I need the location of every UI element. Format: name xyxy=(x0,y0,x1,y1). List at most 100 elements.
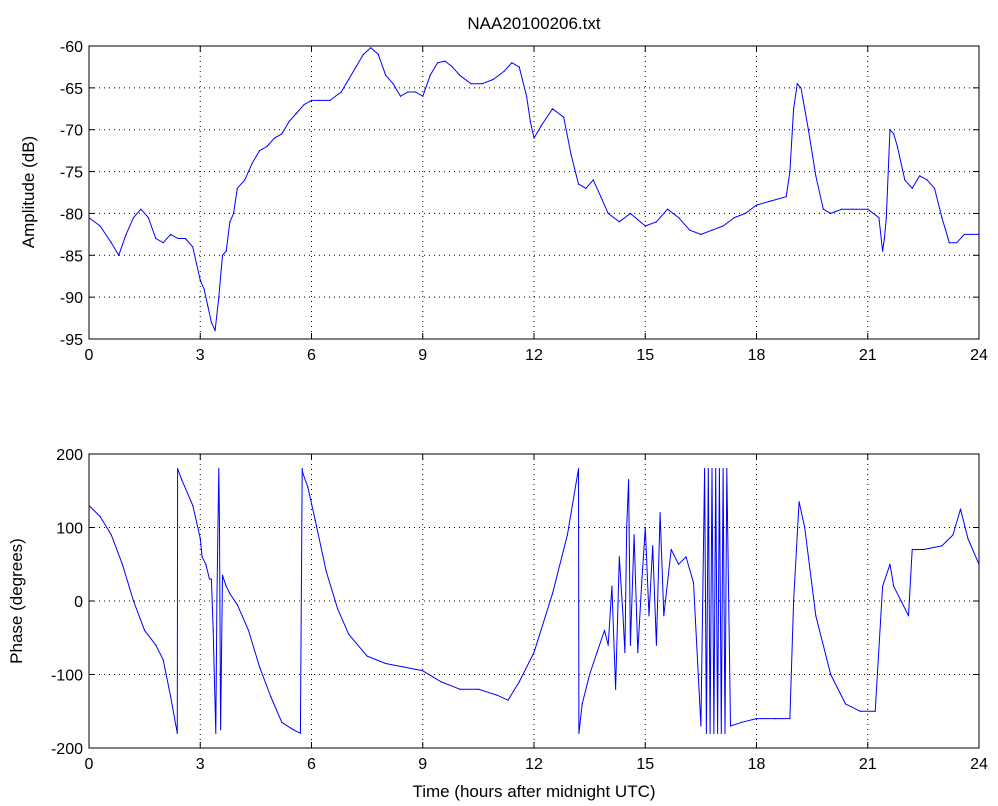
data-point xyxy=(959,508,962,510)
x-tick-label: 3 xyxy=(196,756,205,773)
data-point xyxy=(956,242,958,244)
data-point xyxy=(459,688,461,690)
data-point xyxy=(503,70,505,72)
data-point xyxy=(216,600,218,602)
data-point xyxy=(399,95,402,97)
x-tick-label: 0 xyxy=(85,347,94,364)
data-point xyxy=(540,124,543,127)
data-point xyxy=(199,537,201,540)
data-point xyxy=(244,179,246,181)
data-point xyxy=(978,233,980,235)
y-tick-label: -60 xyxy=(60,39,83,56)
data-point xyxy=(900,600,902,602)
data-point xyxy=(622,615,624,617)
data-point xyxy=(225,585,227,587)
data-point xyxy=(644,225,646,227)
data-point xyxy=(210,321,212,323)
data-point xyxy=(511,62,513,64)
x-tick-label: 6 xyxy=(307,756,316,773)
data-point xyxy=(952,534,954,536)
data-point xyxy=(885,217,887,219)
data-point xyxy=(440,681,442,683)
data-point xyxy=(407,91,409,93)
data-point xyxy=(911,187,913,189)
data-points xyxy=(88,468,980,734)
data-point xyxy=(177,468,179,470)
data-point xyxy=(296,112,298,114)
data-point xyxy=(624,651,626,654)
data-point xyxy=(893,133,895,135)
data-point xyxy=(724,732,726,734)
data-point xyxy=(648,615,650,617)
data-point xyxy=(815,615,817,617)
data-point xyxy=(967,537,969,540)
data-point xyxy=(110,534,112,536)
grid xyxy=(89,46,979,339)
data-point xyxy=(144,629,146,632)
data-point xyxy=(181,479,183,481)
data-point xyxy=(236,187,238,189)
x-tick-label: 15 xyxy=(636,756,654,773)
data-point xyxy=(644,526,646,529)
data-point xyxy=(603,629,606,632)
data-point xyxy=(941,545,943,547)
data-point xyxy=(533,651,535,654)
data-point xyxy=(804,526,806,529)
data-point xyxy=(385,662,387,665)
data-point xyxy=(815,175,817,177)
data-point xyxy=(926,179,928,181)
data-point xyxy=(259,150,261,152)
data-point xyxy=(704,468,706,470)
y-tick-label: 100 xyxy=(56,521,83,538)
data-point xyxy=(615,688,617,690)
data-point xyxy=(882,250,884,252)
data-point xyxy=(577,183,580,185)
data-point xyxy=(192,504,194,507)
data-point xyxy=(633,534,635,536)
data-point xyxy=(392,83,394,85)
data-point xyxy=(793,600,795,602)
x-tick-label: 18 xyxy=(748,756,766,773)
data-point xyxy=(529,120,531,122)
data-point xyxy=(807,129,810,131)
data-point xyxy=(789,718,791,720)
data-point xyxy=(670,548,672,551)
data-point xyxy=(377,53,379,56)
data-point xyxy=(941,217,943,219)
phase-chart: Time (hours after midnight UTC) Phase (d… xyxy=(7,447,988,801)
data-point xyxy=(125,233,127,235)
data-point xyxy=(170,695,172,698)
chart-title: NAA20100206.txt xyxy=(467,14,601,33)
data-point xyxy=(637,651,639,654)
data-point xyxy=(678,217,680,219)
data-point xyxy=(132,217,135,219)
data-point xyxy=(581,703,583,705)
data-point xyxy=(785,196,787,198)
data-point xyxy=(176,732,178,734)
y-tick-label: -200 xyxy=(51,741,83,758)
data-point xyxy=(722,468,724,470)
data-point xyxy=(859,710,861,712)
data-point xyxy=(709,732,711,734)
data-point xyxy=(666,208,669,210)
x-tick-label: 9 xyxy=(418,347,427,364)
data-point xyxy=(162,242,164,244)
data-point xyxy=(292,729,294,731)
data-point xyxy=(288,120,290,122)
data-point xyxy=(566,534,569,536)
data-point xyxy=(640,585,643,587)
data-point xyxy=(214,330,216,332)
x-tick-label: 6 xyxy=(307,347,316,364)
y-tick-label: -70 xyxy=(60,123,83,140)
x-tick-label: 12 xyxy=(525,347,543,364)
data-point xyxy=(362,53,364,56)
data-point xyxy=(366,655,368,657)
data-point xyxy=(147,217,149,219)
data-point xyxy=(655,644,658,646)
amplitude-chart: NAA20100206.txt Amplitude (dB) 0 3 6 9 12 15 1… xyxy=(19,14,988,364)
data-point xyxy=(692,582,695,584)
data-point xyxy=(213,673,215,676)
data-point xyxy=(611,585,613,587)
ticks: 0 3 6 9 12 15 18 21 24 200 100 0 -100 -200 xyxy=(51,447,988,773)
x-tick-label: 0 xyxy=(85,756,94,773)
